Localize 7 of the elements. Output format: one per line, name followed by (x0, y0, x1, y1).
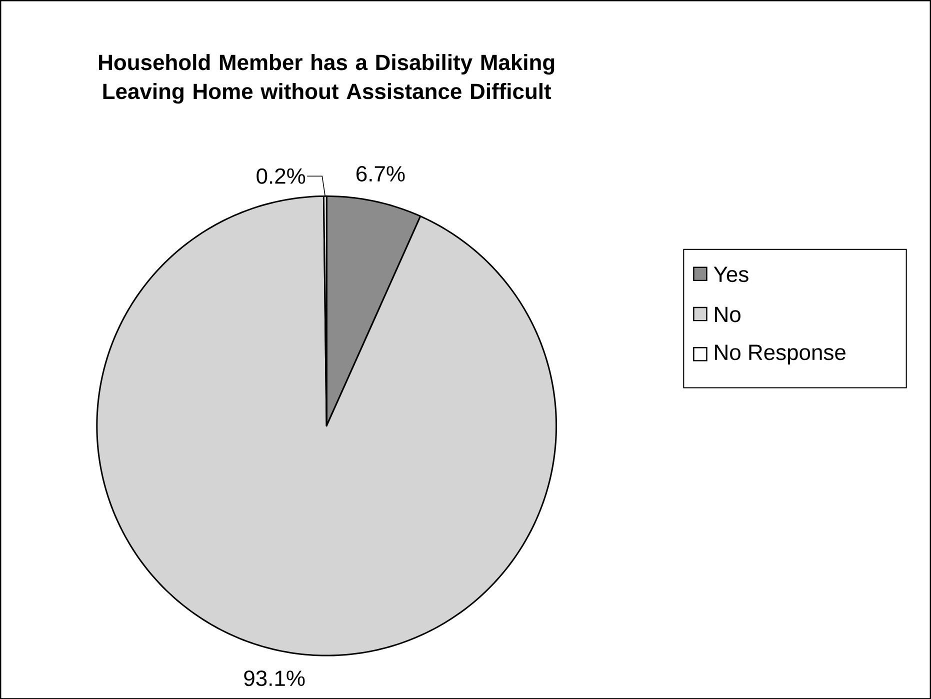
legend-label: Yes (714, 266, 748, 282)
data-label: 93.1% (244, 670, 305, 686)
chart-title: Household Member has a Disability Making Leaving Home without Assistance Difficult (99, 54, 554, 104)
data-label: 0.2% (256, 168, 306, 184)
legend-label: No (715, 306, 740, 322)
data-label: 6.7% (356, 166, 405, 182)
legend-label: No Response (715, 344, 846, 364)
